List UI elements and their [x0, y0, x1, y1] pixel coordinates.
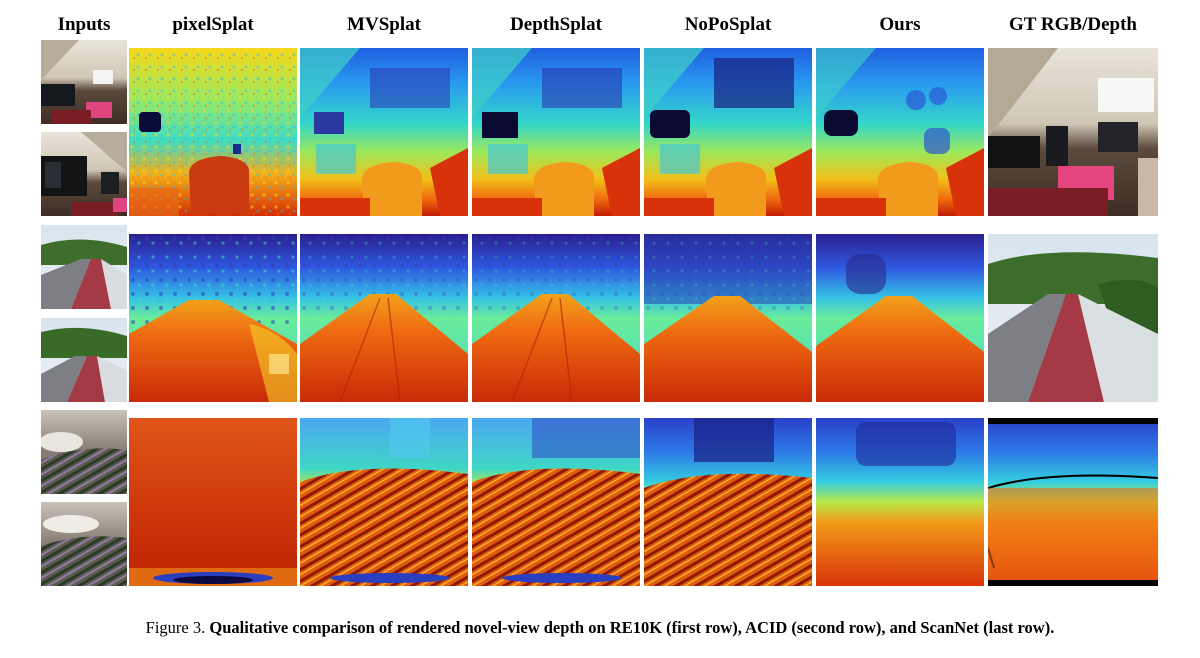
row3-ours-depth: [816, 418, 984, 586]
row3-mvsplat-depth: [300, 418, 468, 586]
column-header-pixelsplat: pixelSplat: [172, 14, 254, 35]
row2-pixelsplat-depth: [129, 234, 297, 402]
figure-caption-text: Qualitative comparison of rendered novel…: [209, 618, 1055, 637]
row2-ours-depth: [816, 234, 984, 402]
row3-input-view-1: [41, 410, 127, 494]
row3-pixelsplat-depth: [129, 418, 297, 586]
figure-caption: Figure 3. Qualitative comparison of rend…: [0, 618, 1200, 638]
row1-input-view-2: [41, 132, 127, 216]
column-header-depthsplat: DepthSplat: [510, 14, 602, 35]
row2-gt-rgb: [988, 234, 1158, 402]
row3-gt-depth: [988, 418, 1158, 586]
figure-number: Figure 3.: [145, 618, 206, 637]
row1-mvsplat-depth: [300, 48, 468, 216]
row1-noposplat-depth: [644, 48, 812, 216]
column-header-gt: GT RGB/Depth: [1009, 14, 1137, 35]
column-header-inputs: Inputs: [57, 14, 111, 35]
row1-depthsplat-depth: [472, 48, 640, 216]
row2-noposplat-depth: [644, 234, 812, 402]
row2-input-view-1: [41, 225, 127, 309]
row2-depthsplat-depth: [472, 234, 640, 402]
row3-input-view-2: [41, 502, 127, 586]
row2-mvsplat-depth: [300, 234, 468, 402]
row3-noposplat-depth: [644, 418, 812, 586]
row1-ours-depth: [816, 48, 984, 216]
column-header-mvsplat: MVSplat: [347, 14, 421, 35]
column-header-ours: Ours: [879, 14, 921, 35]
row2-input-view-2: [41, 318, 127, 402]
row3-depthsplat-depth: [472, 418, 640, 586]
row1-pixelsplat-depth: [129, 48, 297, 216]
row1-gt-rgb: [988, 48, 1158, 216]
row1-input-view-1: [41, 40, 127, 124]
column-header-noposplat: NoPoSplat: [684, 14, 772, 35]
